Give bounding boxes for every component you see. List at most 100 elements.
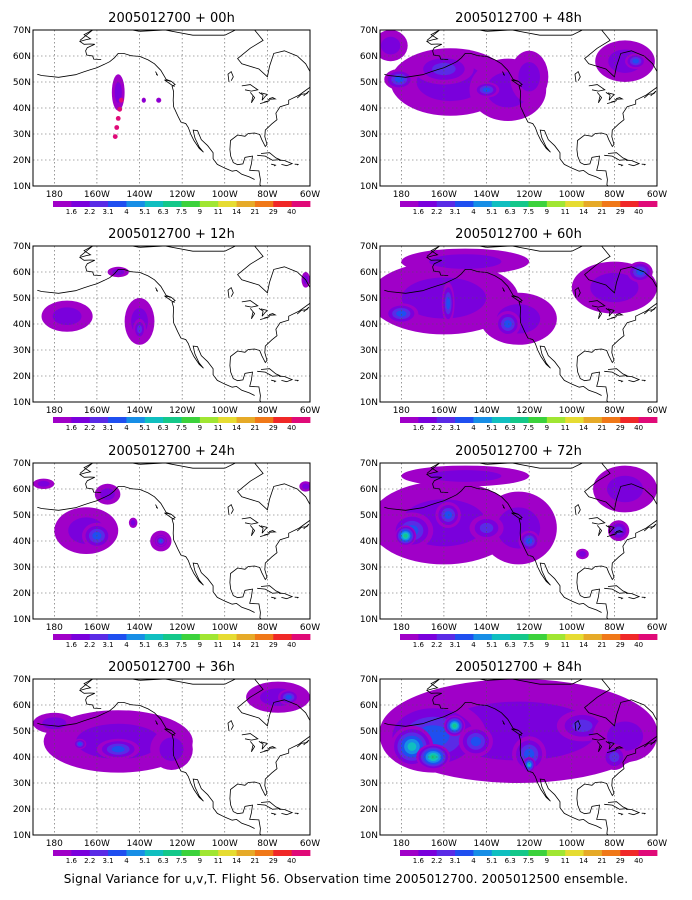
variance-region: [632, 58, 639, 64]
coastline: [312, 516, 325, 523]
x-tick-label: 160W: [84, 839, 110, 849]
colorbar-label: 6.3: [505, 857, 516, 865]
colorbar-label: 9: [198, 857, 202, 865]
coastline: [267, 746, 277, 749]
x-tick-label: 100W: [559, 623, 585, 633]
coastline: [259, 316, 270, 320]
colorbar-swatch: [163, 417, 182, 423]
x-tick-label: 160W: [84, 406, 110, 416]
y-tick-label: 30N: [13, 563, 31, 573]
variance-region: [302, 483, 310, 490]
variance-region: [429, 254, 502, 269]
colorbar-label: 4: [124, 424, 129, 432]
x-tick-label: 100W: [212, 623, 238, 633]
colorbar-swatch: [510, 634, 529, 640]
colorbar-label: 7.5: [523, 424, 534, 432]
x-tick-label: 180: [393, 623, 410, 633]
colorbar-swatch: [436, 850, 456, 856]
variance-region: [609, 751, 620, 763]
variance-region: [77, 742, 82, 746]
y-tick-label: 40N: [13, 104, 31, 114]
coastline: [155, 504, 159, 509]
coastline: [241, 84, 259, 92]
y-tick-label: 60N: [13, 52, 31, 62]
x-tick-label: 160W: [431, 406, 457, 416]
coastline: [588, 517, 606, 525]
colorbar-label: 4: [471, 208, 476, 216]
y-tick-label: 40N: [13, 753, 31, 763]
variance-region: [403, 533, 408, 538]
colorbar-swatch: [601, 201, 621, 207]
colorbar-swatch: [89, 634, 109, 640]
variance-region: [159, 737, 184, 761]
colorbar-swatch: [181, 201, 201, 207]
x-tick-label: 120W: [516, 839, 542, 849]
colorbar-label: 21: [597, 857, 606, 865]
map-frame: [32, 245, 311, 403]
y-tick-label: 70N: [360, 459, 378, 469]
colorbar-swatch: [473, 417, 493, 423]
colorbar-swatch: [528, 417, 548, 423]
x-tick-label: 180: [46, 623, 63, 633]
colorbar-swatch: [181, 850, 201, 856]
x-tick-label: 60W: [300, 190, 320, 200]
colorbar-label: 7.5: [523, 641, 534, 649]
colorbar-swatch: [400, 850, 419, 856]
colorbar-label: 3.1: [103, 424, 114, 432]
colorbar-label: 5.1: [486, 641, 497, 649]
colorbar-swatch: [273, 201, 293, 207]
coastline: [294, 812, 299, 815]
colorbar-swatch: [400, 417, 419, 423]
colorbar-swatch: [236, 201, 256, 207]
coastline: [312, 732, 325, 739]
x-tick-label: 140W: [473, 406, 499, 416]
colorbar-label: 6.3: [158, 641, 169, 649]
colorbar-swatch: [491, 201, 511, 207]
colorbar-swatch: [273, 850, 293, 856]
variance-region: [157, 98, 161, 102]
coastline: [384, 268, 602, 396]
variance-region: [394, 76, 404, 83]
variance-region: [636, 268, 644, 276]
colorbar-label: 5.1: [486, 424, 497, 432]
colorbar-label: 2.2: [431, 208, 442, 216]
coastline: [241, 300, 259, 308]
colorbar-swatch: [163, 850, 182, 856]
chart-panel: 2005012700 + 12h 180 160W 140W 120W 100W 80W 60…: [13, 227, 320, 432]
variance-region: [114, 82, 122, 103]
colorbar-label: 14: [579, 424, 588, 432]
colorbar-swatch: [218, 634, 237, 640]
colorbar-swatch: [89, 417, 109, 423]
coastline: [258, 92, 269, 101]
colorbar-swatch: [199, 201, 219, 207]
variance-region: [111, 746, 125, 753]
x-tick-label: 120W: [516, 190, 542, 200]
coastline: [164, 512, 175, 520]
colorbar-label: 40: [634, 857, 643, 865]
colorbar-label: 4: [124, 857, 129, 865]
coastline: [605, 308, 616, 317]
x-tick-label: 120W: [169, 623, 195, 633]
colorbar-label: 3.1: [103, 641, 114, 649]
colorbar-label: 5.1: [486, 208, 497, 216]
coastline: [425, 30, 449, 60]
y-tick-label: 60N: [13, 268, 31, 278]
panel-title: 2005012700 + 36h: [108, 660, 235, 675]
coastline: [618, 596, 624, 600]
coastline: [37, 702, 255, 829]
variance-region: [503, 320, 512, 328]
panel-title: 2005012700 + 00h: [108, 11, 235, 26]
x-tick-label: 180: [393, 406, 410, 416]
colorbar-label: 29: [269, 857, 278, 865]
colorbar-swatch: [546, 417, 566, 423]
colorbar-label: 6.3: [158, 857, 169, 865]
colorbar-label: 29: [616, 857, 625, 865]
coastline: [588, 84, 606, 92]
colorbar-label: 1.6: [66, 857, 78, 865]
x-tick-label: 100W: [212, 406, 238, 416]
x-tick-label: 60W: [300, 406, 320, 416]
coastline: [606, 316, 617, 320]
coastline: [425, 679, 449, 709]
figure-caption: Signal Variance for u,v,T. Flight 56. Ob…: [63, 872, 629, 886]
coastline: [574, 70, 581, 83]
